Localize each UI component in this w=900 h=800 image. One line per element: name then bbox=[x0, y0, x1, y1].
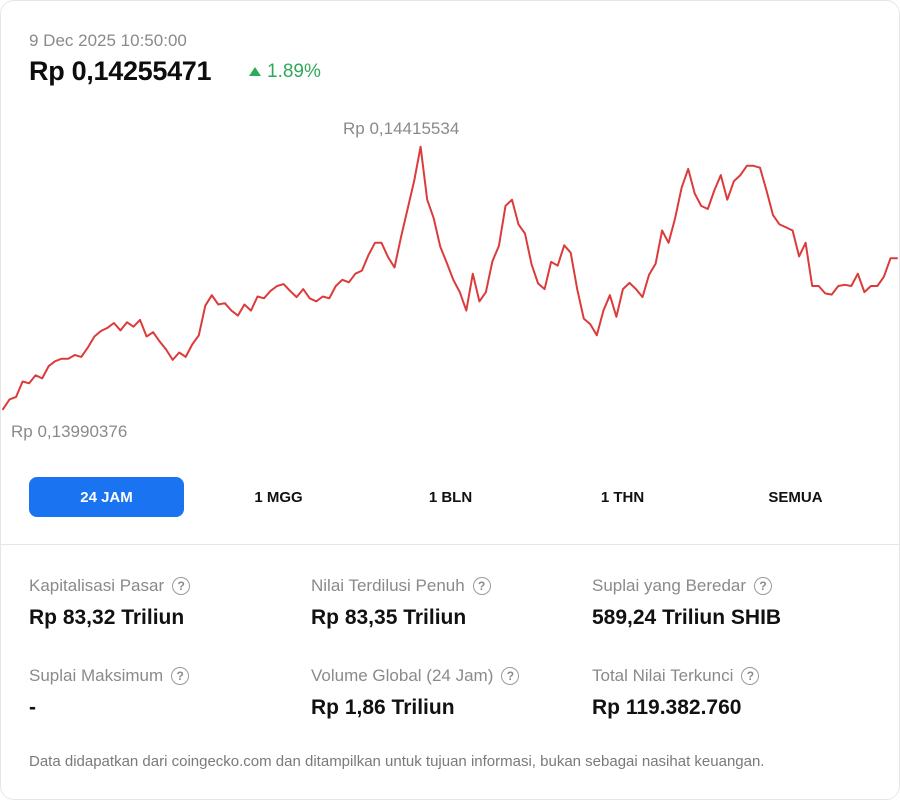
help-icon[interactable]: ? bbox=[501, 667, 520, 685]
stat-circulating-supply: Suplai yang Beredar? 589,24 Triliun SHIB bbox=[592, 576, 781, 630]
help-icon[interactable]: ? bbox=[741, 667, 760, 685]
price-change: 1.89% bbox=[249, 61, 321, 83]
chart-min-label: Rp 0,13990376 bbox=[11, 422, 128, 441]
chart-max-label: Rp 0,14415534 bbox=[343, 119, 460, 138]
stat-label: Suplai yang Beredar bbox=[592, 576, 747, 595]
stat-label: Volume Global (24 Jam) bbox=[311, 666, 494, 685]
stat-value: - bbox=[29, 696, 36, 719]
stat-global-volume: Volume Global (24 Jam)? Rp 1,86 Triliun bbox=[311, 666, 520, 720]
tab-24-jam[interactable]: 24 JAM bbox=[29, 477, 184, 517]
stat-max-supply: Suplai Maksimum? - bbox=[29, 666, 190, 720]
stat-label: Kapitalisasi Pasar bbox=[29, 576, 165, 595]
divider bbox=[1, 544, 899, 545]
tab-semua[interactable]: SEMUA bbox=[768, 488, 823, 506]
timestamp: 9 Dec 2025 10:50:00 bbox=[29, 31, 187, 50]
price-line bbox=[2, 145, 898, 411]
price-change-value: 1.89% bbox=[267, 61, 321, 82]
help-icon[interactable]: ? bbox=[472, 577, 491, 595]
tab-1-thn[interactable]: 1 THN bbox=[600, 488, 645, 506]
current-price: Rp 0,14255471 bbox=[29, 56, 212, 86]
disclaimer: Data didapatkan dari coingecko.com dan d… bbox=[29, 753, 765, 770]
stat-total-value-locked: Total Nilai Terkunci? Rp 119.382.760 bbox=[592, 666, 760, 720]
stat-label: Total Nilai Terkunci bbox=[592, 666, 734, 685]
tab-1-bln[interactable]: 1 BLN bbox=[428, 488, 473, 506]
stat-value: Rp 83,32 Triliun bbox=[29, 606, 185, 629]
arrow-up-icon bbox=[249, 66, 261, 76]
price-chart[interactable] bbox=[1, 1, 899, 471]
stat-fully-diluted: Nilai Terdilusi Penuh? Rp 83,35 Triliun bbox=[311, 576, 491, 630]
stat-label: Suplai Maksimum bbox=[29, 666, 164, 685]
stat-value: 589,24 Triliun SHIB bbox=[592, 606, 782, 629]
help-icon[interactable]: ? bbox=[172, 577, 191, 595]
stat-market-cap: Kapitalisasi Pasar? Rp 83,32 Triliun bbox=[29, 576, 191, 630]
range-tabs: 24 JAM 1 MGG 1 BLN 1 THN SEMUA bbox=[29, 477, 873, 517]
stat-value: Rp 119.382.760 bbox=[592, 696, 742, 719]
help-icon[interactable]: ? bbox=[754, 577, 773, 595]
stat-value: Rp 1,86 Triliun bbox=[311, 696, 455, 719]
stat-label: Nilai Terdilusi Penuh bbox=[311, 576, 465, 595]
help-icon[interactable]: ? bbox=[171, 667, 190, 685]
stat-value: Rp 83,35 Triliun bbox=[311, 606, 467, 629]
tab-1-mgg[interactable]: 1 MGG bbox=[254, 488, 303, 506]
